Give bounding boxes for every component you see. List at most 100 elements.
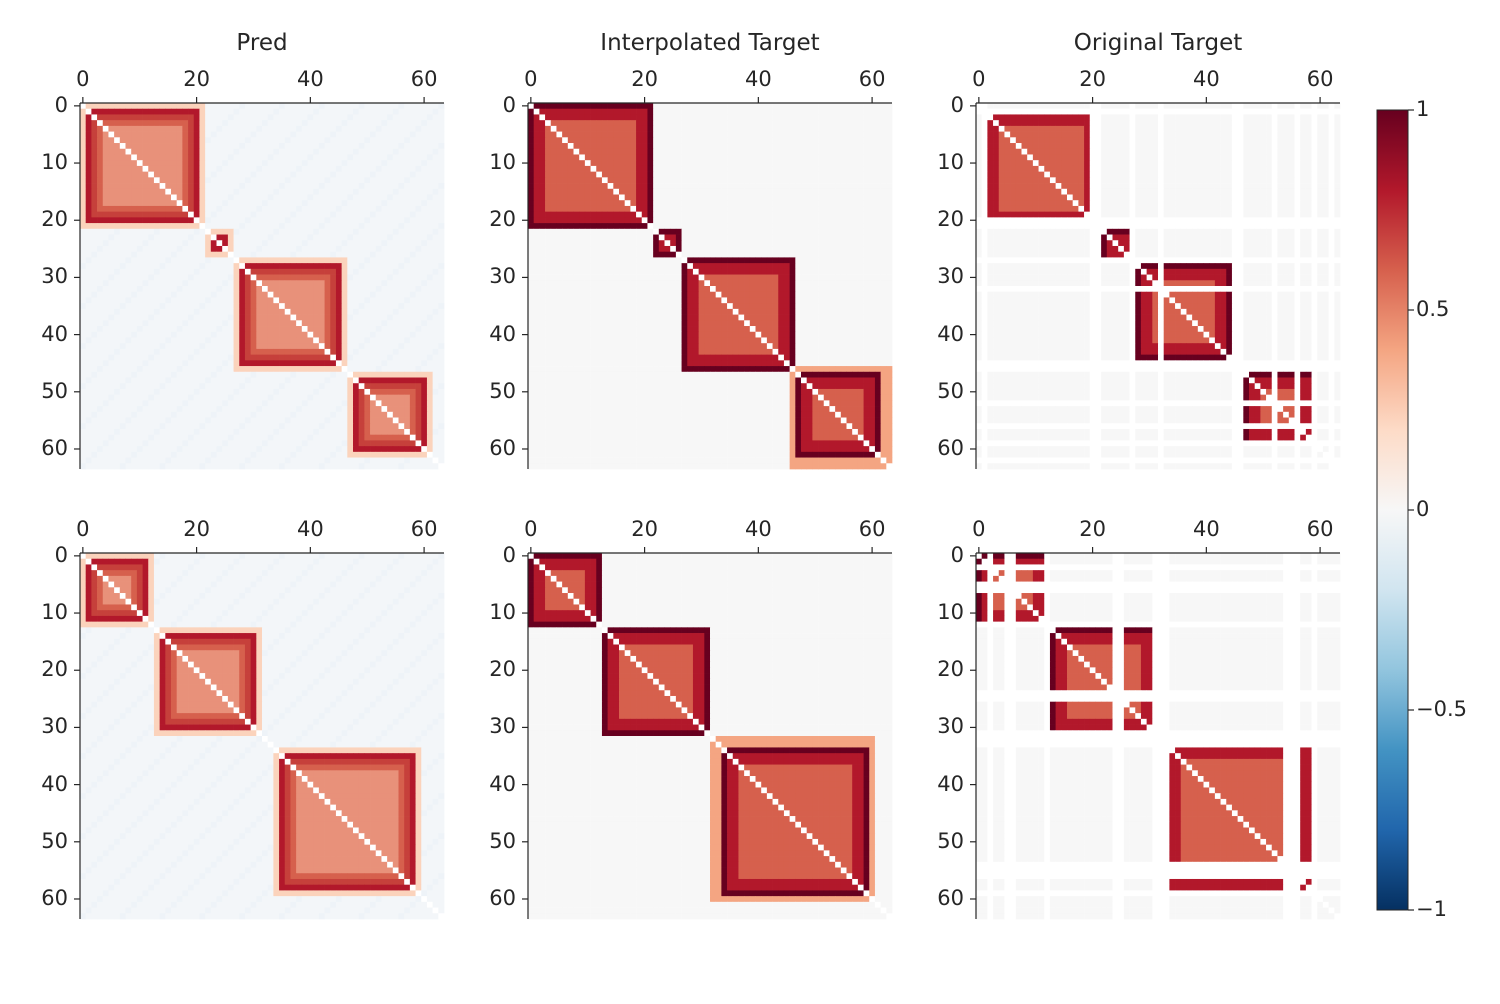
heatmap-cell	[342, 149, 348, 155]
heatmap-cell	[268, 463, 274, 469]
heatmap-cell	[171, 223, 177, 229]
heatmap-cell	[619, 103, 625, 109]
heatmap-cell	[148, 452, 154, 458]
heatmap-cell	[539, 160, 545, 166]
heatmap-cell	[108, 343, 114, 349]
heatmap-cell	[182, 103, 188, 109]
heatmap-cell	[364, 269, 370, 275]
heatmap-cell	[222, 366, 228, 372]
heatmap-cell	[330, 406, 336, 412]
heatmap-cell	[404, 297, 410, 303]
heatmap-cell	[86, 458, 92, 464]
heatmap-cell	[268, 217, 274, 223]
heatmap-cell	[120, 389, 126, 395]
heatmap-cell	[370, 303, 376, 309]
heatmap-cell	[359, 143, 365, 149]
heatmap-cell	[647, 132, 653, 138]
heatmap-cell	[171, 143, 177, 149]
heatmap-cell	[393, 418, 399, 424]
heatmap-cell	[165, 246, 171, 252]
heatmap-cell	[131, 212, 137, 218]
heatmap-cell	[205, 337, 211, 343]
heatmap-cell	[120, 177, 126, 183]
heatmap-cell	[387, 195, 393, 201]
heatmap-cell	[285, 166, 291, 172]
heatmap-cell	[347, 320, 353, 326]
heatmap-cell	[296, 320, 302, 326]
heatmap-cell	[239, 389, 245, 395]
heatmap-cell	[296, 246, 302, 252]
heatmap-cell	[143, 292, 149, 298]
heatmap-cell	[143, 395, 149, 401]
heatmap-cell	[222, 440, 228, 446]
heatmap-cell	[103, 332, 109, 338]
heatmap-cell	[670, 154, 676, 160]
heatmap-cell	[818, 126, 824, 132]
heatmap-cell	[108, 286, 114, 292]
heatmap-cell	[143, 189, 149, 195]
heatmap-cell	[262, 120, 268, 126]
heatmap-cell	[342, 223, 348, 229]
heatmap-cell	[290, 400, 296, 406]
heatmap-cell	[154, 326, 160, 332]
heatmap-cell	[421, 217, 427, 223]
heatmap-cell	[427, 400, 433, 406]
heatmap-cell	[376, 389, 382, 395]
heatmap-cell	[239, 315, 245, 321]
heatmap-cell	[279, 154, 285, 160]
heatmap-cell	[131, 143, 137, 149]
heatmap-cell	[308, 395, 314, 401]
heatmap-cell	[336, 337, 342, 343]
heatmap-cell	[801, 109, 807, 115]
heatmap-cell	[211, 343, 217, 349]
heatmap-cell	[108, 378, 114, 384]
heatmap-cell	[131, 114, 137, 120]
heatmap-cell	[205, 297, 211, 303]
heatmap-cell	[199, 355, 205, 361]
heatmap-cell	[342, 217, 348, 223]
heatmap-cell	[86, 372, 92, 378]
heatmap-cell	[251, 149, 257, 155]
heatmap-cell	[319, 297, 325, 303]
heatmap-cell	[376, 200, 382, 206]
heatmap-cell	[108, 349, 114, 355]
heatmap-cell	[114, 400, 120, 406]
heatmap-cell	[647, 172, 653, 178]
heatmap-cell	[171, 160, 177, 166]
heatmap-cell	[370, 257, 376, 263]
heatmap-cell	[171, 400, 177, 406]
heatmap-cell	[188, 378, 194, 384]
heatmap-cell	[359, 177, 365, 183]
heatmap-cell	[659, 120, 665, 126]
heatmap-cell	[160, 103, 166, 109]
heatmap-cell	[273, 120, 279, 126]
heatmap-cell	[296, 126, 302, 132]
heatmap-cell	[313, 412, 319, 418]
heatmap-cell	[875, 120, 881, 126]
heatmap-cell	[308, 280, 314, 286]
heatmap-cell	[239, 269, 245, 275]
heatmap-cell	[199, 160, 205, 166]
heatmap-cell	[211, 160, 217, 166]
heatmap-cell	[199, 103, 205, 109]
heatmap-cell	[433, 223, 439, 229]
heatmap-cell	[188, 303, 194, 309]
heatmap-cell	[217, 154, 223, 160]
heatmap-cell	[86, 418, 92, 424]
heatmap-cell	[438, 177, 444, 183]
heatmap-cell	[438, 195, 444, 201]
heatmap-cell	[182, 389, 188, 395]
heatmap-cell	[222, 406, 228, 412]
heatmap-cell	[433, 229, 439, 235]
heatmap-cell	[319, 458, 325, 464]
heatmap-cell	[693, 172, 699, 178]
heatmap-cell	[120, 332, 126, 338]
heatmap-cell	[438, 132, 444, 138]
heatmap-cell	[154, 269, 160, 275]
heatmap-cell	[148, 400, 154, 406]
heatmap-cell	[416, 400, 422, 406]
heatmap-cell	[262, 229, 268, 235]
heatmap-cell	[131, 223, 137, 229]
heatmap-cell	[228, 395, 234, 401]
heatmap-cell	[733, 166, 739, 172]
